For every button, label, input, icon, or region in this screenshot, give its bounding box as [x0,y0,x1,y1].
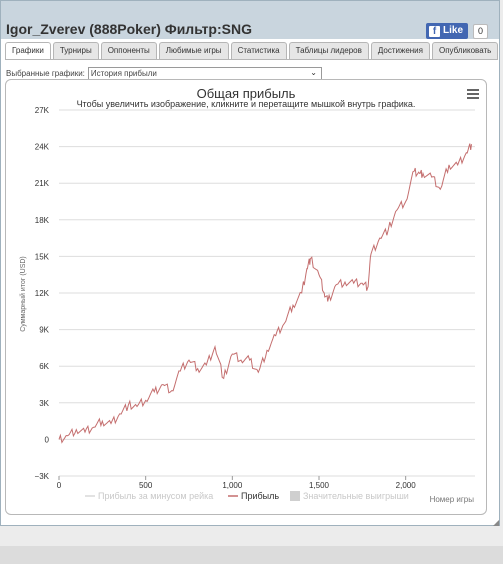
chart-selector-row: Выбранные графики: История прибыли ⌄ [6,67,322,80]
y-tick-label: 12K [35,289,50,298]
profit-series-line [58,143,472,444]
y-axis-label: Суммарный итог (USD) [19,256,27,332]
legend-profit[interactable]: Прибыль [241,491,279,501]
y-tick-label: 21K [35,179,50,188]
y-tick-label: 18K [35,216,50,225]
y-tick-label: 24K [35,143,50,152]
y-tick-label: −3K [35,472,50,481]
x-tick-label: 2,000 [396,481,417,490]
title-bar [1,1,499,39]
facebook-icon: f [429,25,440,37]
y-tick-label: 27K [35,106,50,115]
facebook-like[interactable]: f Like 0 [426,23,489,39]
x-tick-label: 1,000 [222,481,243,490]
legend-big-wins-swatch-icon [290,491,300,501]
x-tick-label: 1,500 [309,481,330,490]
chart-selector-value: История прибыли [90,69,157,78]
tab-leaderboards[interactable]: Таблицы лидеров [288,42,369,60]
resize-handle-icon[interactable]: ◢ [493,518,500,527]
profit-chart[interactable]: −3K 0 3K 6K 9K 12K 15K 18K 21K 24K 27K 0 500 1,000 1,… [1,1,501,527]
tab-bar: Графики Турниры Оппоненты Любимые игры С… [5,42,500,60]
x-tick-label: 0 [57,481,62,490]
tab-divider [5,59,485,60]
facebook-like-button[interactable]: f Like [426,23,469,39]
app-window: Igor_Zverev (888Poker) Фильтр:SNG f Like… [0,0,501,527]
legend-net-profit[interactable]: Прибыль за минусом рейка [98,491,213,501]
y-tick-label: 9K [39,326,49,335]
facebook-like-count: 0 [473,23,489,39]
bottom-bar [0,546,503,564]
y-tick-label: 6K [39,362,49,371]
chart-panel [5,79,487,515]
chart-title: Общая прибыль [196,86,296,101]
y-tick-label: 0 [45,435,50,444]
x-tick-label: 500 [139,481,153,490]
legend-big-wins[interactable]: Значительные выигрыши [303,491,409,501]
chart-subtitle: Чтобы увеличить изображение, кликните и … [76,99,416,109]
facebook-like-label: Like [443,25,464,36]
legend: Прибыль за минусом рейка Прибыль Значите… [85,491,409,501]
y-tick-label: 3K [39,399,49,408]
chevron-down-icon: ⌄ [310,68,317,77]
chart-selector-label: Выбранные графики: [6,69,85,78]
window-title: Igor_Zverev (888Poker) Фильтр:SNG [6,21,252,37]
y-tick-label: 15K [35,252,50,261]
chart-menu-icon[interactable] [467,89,479,99]
x-axis-label: Номер игры [430,495,475,504]
